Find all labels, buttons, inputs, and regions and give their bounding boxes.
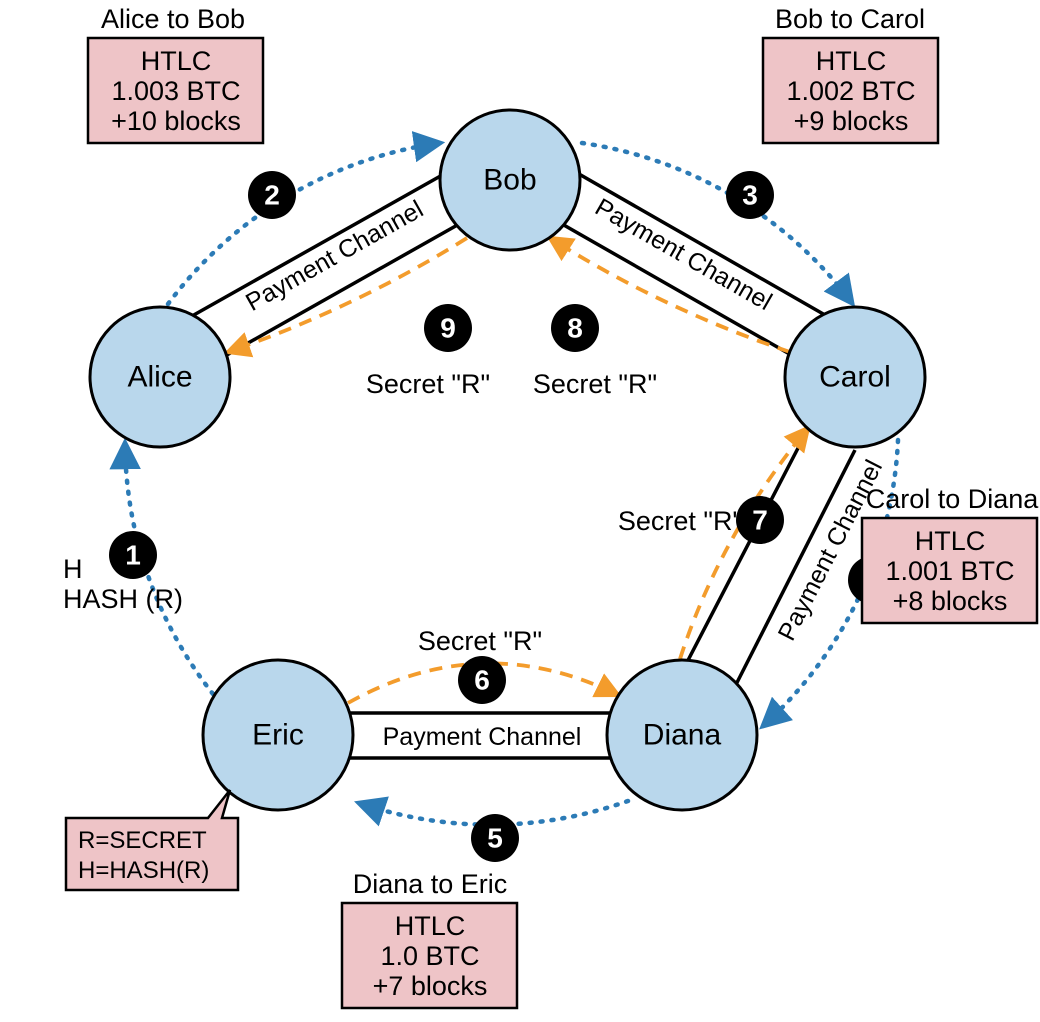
svg-text:Eric: Eric [252, 719, 304, 752]
node-carol: Carol [785, 307, 925, 447]
channel-diana-eric: Payment Channel [350, 713, 610, 758]
svg-text:5: 5 [487, 823, 503, 854]
step-5: 5 [471, 814, 519, 862]
diagram-root: Payment Channel Payment Channel Payment … [0, 0, 1040, 1022]
svg-text:HTLC: HTLC [395, 911, 466, 941]
svg-text:1.002 BTC: 1.002 BTC [786, 76, 915, 106]
node-bob: Bob [440, 110, 580, 250]
svg-text:1: 1 [125, 540, 141, 571]
svg-text:HTLC: HTLC [915, 526, 986, 556]
svg-text:HASH (R): HASH (R) [63, 584, 183, 614]
htlc-box-bc: Bob to Carol HTLC 1.002 BTC +9 blocks [763, 4, 938, 143]
svg-text:Diana to Eric: Diana to Eric [353, 869, 508, 899]
svg-text:9: 9 [440, 313, 456, 344]
svg-text:R=SECRET: R=SECRET [78, 827, 207, 854]
step-1: 1 [109, 531, 157, 579]
svg-text:8: 8 [567, 313, 583, 344]
svg-text:+9 blocks: +9 blocks [794, 106, 909, 136]
svg-text:Alice: Alice [127, 361, 192, 394]
svg-text:Bob: Bob [483, 164, 536, 197]
svg-text:1.001 BTC: 1.001 BTC [885, 556, 1014, 586]
step-6: 6 [458, 656, 506, 704]
step-3: 3 [726, 171, 774, 219]
svg-text:HTLC: HTLC [141, 46, 212, 76]
channel-label: Payment Channel [383, 723, 582, 751]
svg-text:+7 blocks: +7 blocks [373, 971, 488, 1001]
node-eric: Eric [203, 660, 353, 810]
svg-text:H=HASH(R): H=HASH(R) [78, 857, 209, 884]
secret-label-8: Secret "R" [533, 369, 657, 399]
secret-label-6: Secret "R" [418, 626, 542, 656]
svg-text:HTLC: HTLC [816, 46, 887, 76]
svg-text:H: H [63, 554, 83, 584]
svg-text:Carol to Diana: Carol to Diana [866, 484, 1040, 514]
svg-text:Alice to Bob: Alice to Bob [101, 4, 245, 34]
svg-text:Diana: Diana [643, 719, 722, 752]
htlc-box-cd: Carol to Diana HTLC 1.001 BTC +8 blocks [862, 484, 1039, 623]
svg-text:1.0 BTC: 1.0 BTC [380, 941, 479, 971]
svg-text:Carol: Carol [819, 361, 891, 394]
svg-text:3: 3 [742, 180, 758, 211]
svg-text:2: 2 [264, 180, 280, 211]
secret-label-7: Secret "R" [618, 506, 742, 536]
step-9: 9 [424, 304, 472, 352]
step-7: 7 [736, 496, 784, 544]
svg-text:1.003 BTC: 1.003 BTC [111, 76, 240, 106]
svg-text:Bob to Carol: Bob to Carol [775, 4, 925, 34]
svg-text:+10 blocks: +10 blocks [111, 106, 241, 136]
step-2: 2 [248, 171, 296, 219]
htlc-box-de: Diana to Eric HTLC 1.0 BTC +7 blocks [342, 869, 517, 1008]
node-diana: Diana [607, 660, 757, 810]
eric-callout: R=SECRET H=HASH(R) [66, 790, 238, 890]
node-alice: Alice [90, 307, 230, 447]
svg-text:7: 7 [752, 505, 768, 536]
svg-text:+8 blocks: +8 blocks [893, 586, 1008, 616]
step-8: 8 [551, 304, 599, 352]
secret-label-9: Secret "R" [366, 369, 490, 399]
svg-text:6: 6 [474, 665, 490, 696]
htlc-box-ab: Alice to Bob HTLC 1.003 BTC +10 blocks [88, 4, 263, 143]
